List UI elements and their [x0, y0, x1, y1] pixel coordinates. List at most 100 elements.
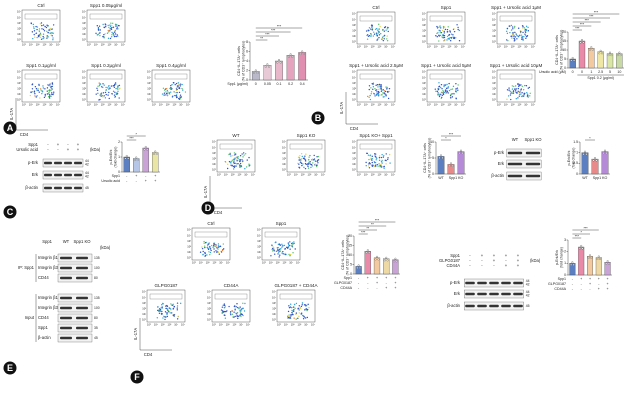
event-dot	[524, 84, 526, 87]
x-tick-label: 2.5	[598, 70, 603, 74]
event-dot	[38, 28, 41, 30]
y-axis-label: (fold change)	[113, 147, 117, 168]
replicate-dot	[584, 150, 586, 153]
sig-label: *	[589, 137, 591, 141]
kda: 45	[526, 304, 530, 308]
event-dot	[458, 40, 461, 42]
band-label: Integrin β1	[38, 295, 59, 300]
replicate-dot	[256, 71, 259, 74]
event-dot	[44, 93, 46, 96]
event-dot	[456, 24, 458, 26]
row-label: GLPG0187	[439, 258, 461, 263]
event-dot	[514, 36, 517, 38]
bar	[595, 257, 602, 276]
event-dot	[521, 95, 524, 97]
event-dot	[513, 34, 515, 37]
plot-title: GLPG0187 + CD44A	[274, 283, 318, 288]
event-dot	[369, 98, 372, 101]
event-dot	[295, 313, 297, 316]
event-dot	[298, 159, 300, 161]
x-tick-label: 10⁴	[49, 103, 53, 107]
sign: -	[126, 179, 128, 183]
x-tick-label: 0.05	[264, 82, 271, 86]
event-dot	[302, 163, 304, 165]
event-dot	[108, 88, 110, 90]
event-dot	[222, 248, 225, 250]
event-dot	[215, 250, 217, 252]
sign: -	[358, 276, 360, 280]
event-dot	[367, 165, 370, 167]
sign: -	[572, 277, 574, 281]
event-dot	[309, 154, 311, 157]
event-dot	[171, 96, 174, 98]
event-dot	[298, 157, 301, 159]
event-dot	[223, 314, 226, 316]
band	[64, 186, 72, 190]
event-dot	[222, 243, 225, 245]
y-tick-label: 10²	[257, 244, 261, 248]
event-dot	[304, 155, 306, 157]
plot-title: CD44A	[224, 283, 240, 288]
event-dot	[442, 27, 445, 29]
x-tick-label: 0.1	[277, 82, 282, 86]
event-dot	[371, 29, 373, 31]
event-dot	[161, 307, 164, 309]
event-dot	[99, 94, 101, 96]
event-dot	[523, 27, 526, 29]
event-dot	[374, 28, 377, 31]
event-dot	[316, 160, 318, 162]
event-dot	[378, 95, 380, 97]
band	[54, 161, 62, 165]
event-dot	[315, 164, 318, 167]
group-label: Input	[25, 315, 35, 320]
event-dot	[165, 87, 168, 90]
event-dot	[236, 303, 238, 305]
replicate-dot	[592, 159, 595, 162]
event-dot	[35, 32, 38, 34]
sign: -	[589, 287, 591, 291]
event-dot	[52, 37, 54, 39]
event-dot	[274, 241, 277, 244]
event-dot	[240, 309, 242, 312]
event-dot	[440, 93, 442, 95]
y-tick-label: 2	[246, 68, 248, 72]
event-dot	[102, 83, 104, 85]
event-dot	[117, 88, 119, 90]
band-label: Erk	[454, 291, 461, 296]
event-dot	[228, 305, 230, 308]
event-dot	[31, 88, 34, 90]
blot-frame	[57, 253, 93, 263]
band	[513, 292, 523, 296]
event-dot	[177, 315, 179, 318]
event-dot	[282, 250, 284, 253]
bar	[142, 147, 149, 173]
x-tick-label: 5	[609, 70, 611, 74]
event-dot	[217, 248, 219, 250]
event-dot	[456, 87, 459, 89]
replicate-dot	[589, 254, 591, 257]
event-dot	[234, 315, 236, 318]
event-dot	[208, 246, 211, 249]
event-dot	[208, 242, 210, 244]
event-dot	[371, 25, 373, 27]
x-tick-label: 10¹	[364, 45, 368, 49]
replicate-dot	[125, 155, 128, 157]
y-tick-label: 10³	[422, 23, 426, 27]
y-tick-label: 10³	[212, 151, 216, 155]
event-dot	[439, 34, 442, 37]
event-dot	[213, 244, 215, 247]
x-tick-label: 10³	[378, 103, 382, 107]
gate	[89, 13, 123, 20]
event-dot	[233, 162, 235, 164]
event-dot	[239, 160, 241, 163]
event-dot	[366, 38, 369, 40]
event-dot	[447, 26, 449, 28]
event-dot	[520, 34, 523, 36]
event-dot	[294, 307, 296, 310]
event-dot	[527, 30, 530, 32]
event-dot	[107, 29, 109, 32]
event-dot	[380, 165, 382, 167]
blot-frame	[57, 273, 93, 283]
band-label: Integrin β3	[38, 305, 59, 310]
y-tick-label: 0	[564, 273, 566, 277]
